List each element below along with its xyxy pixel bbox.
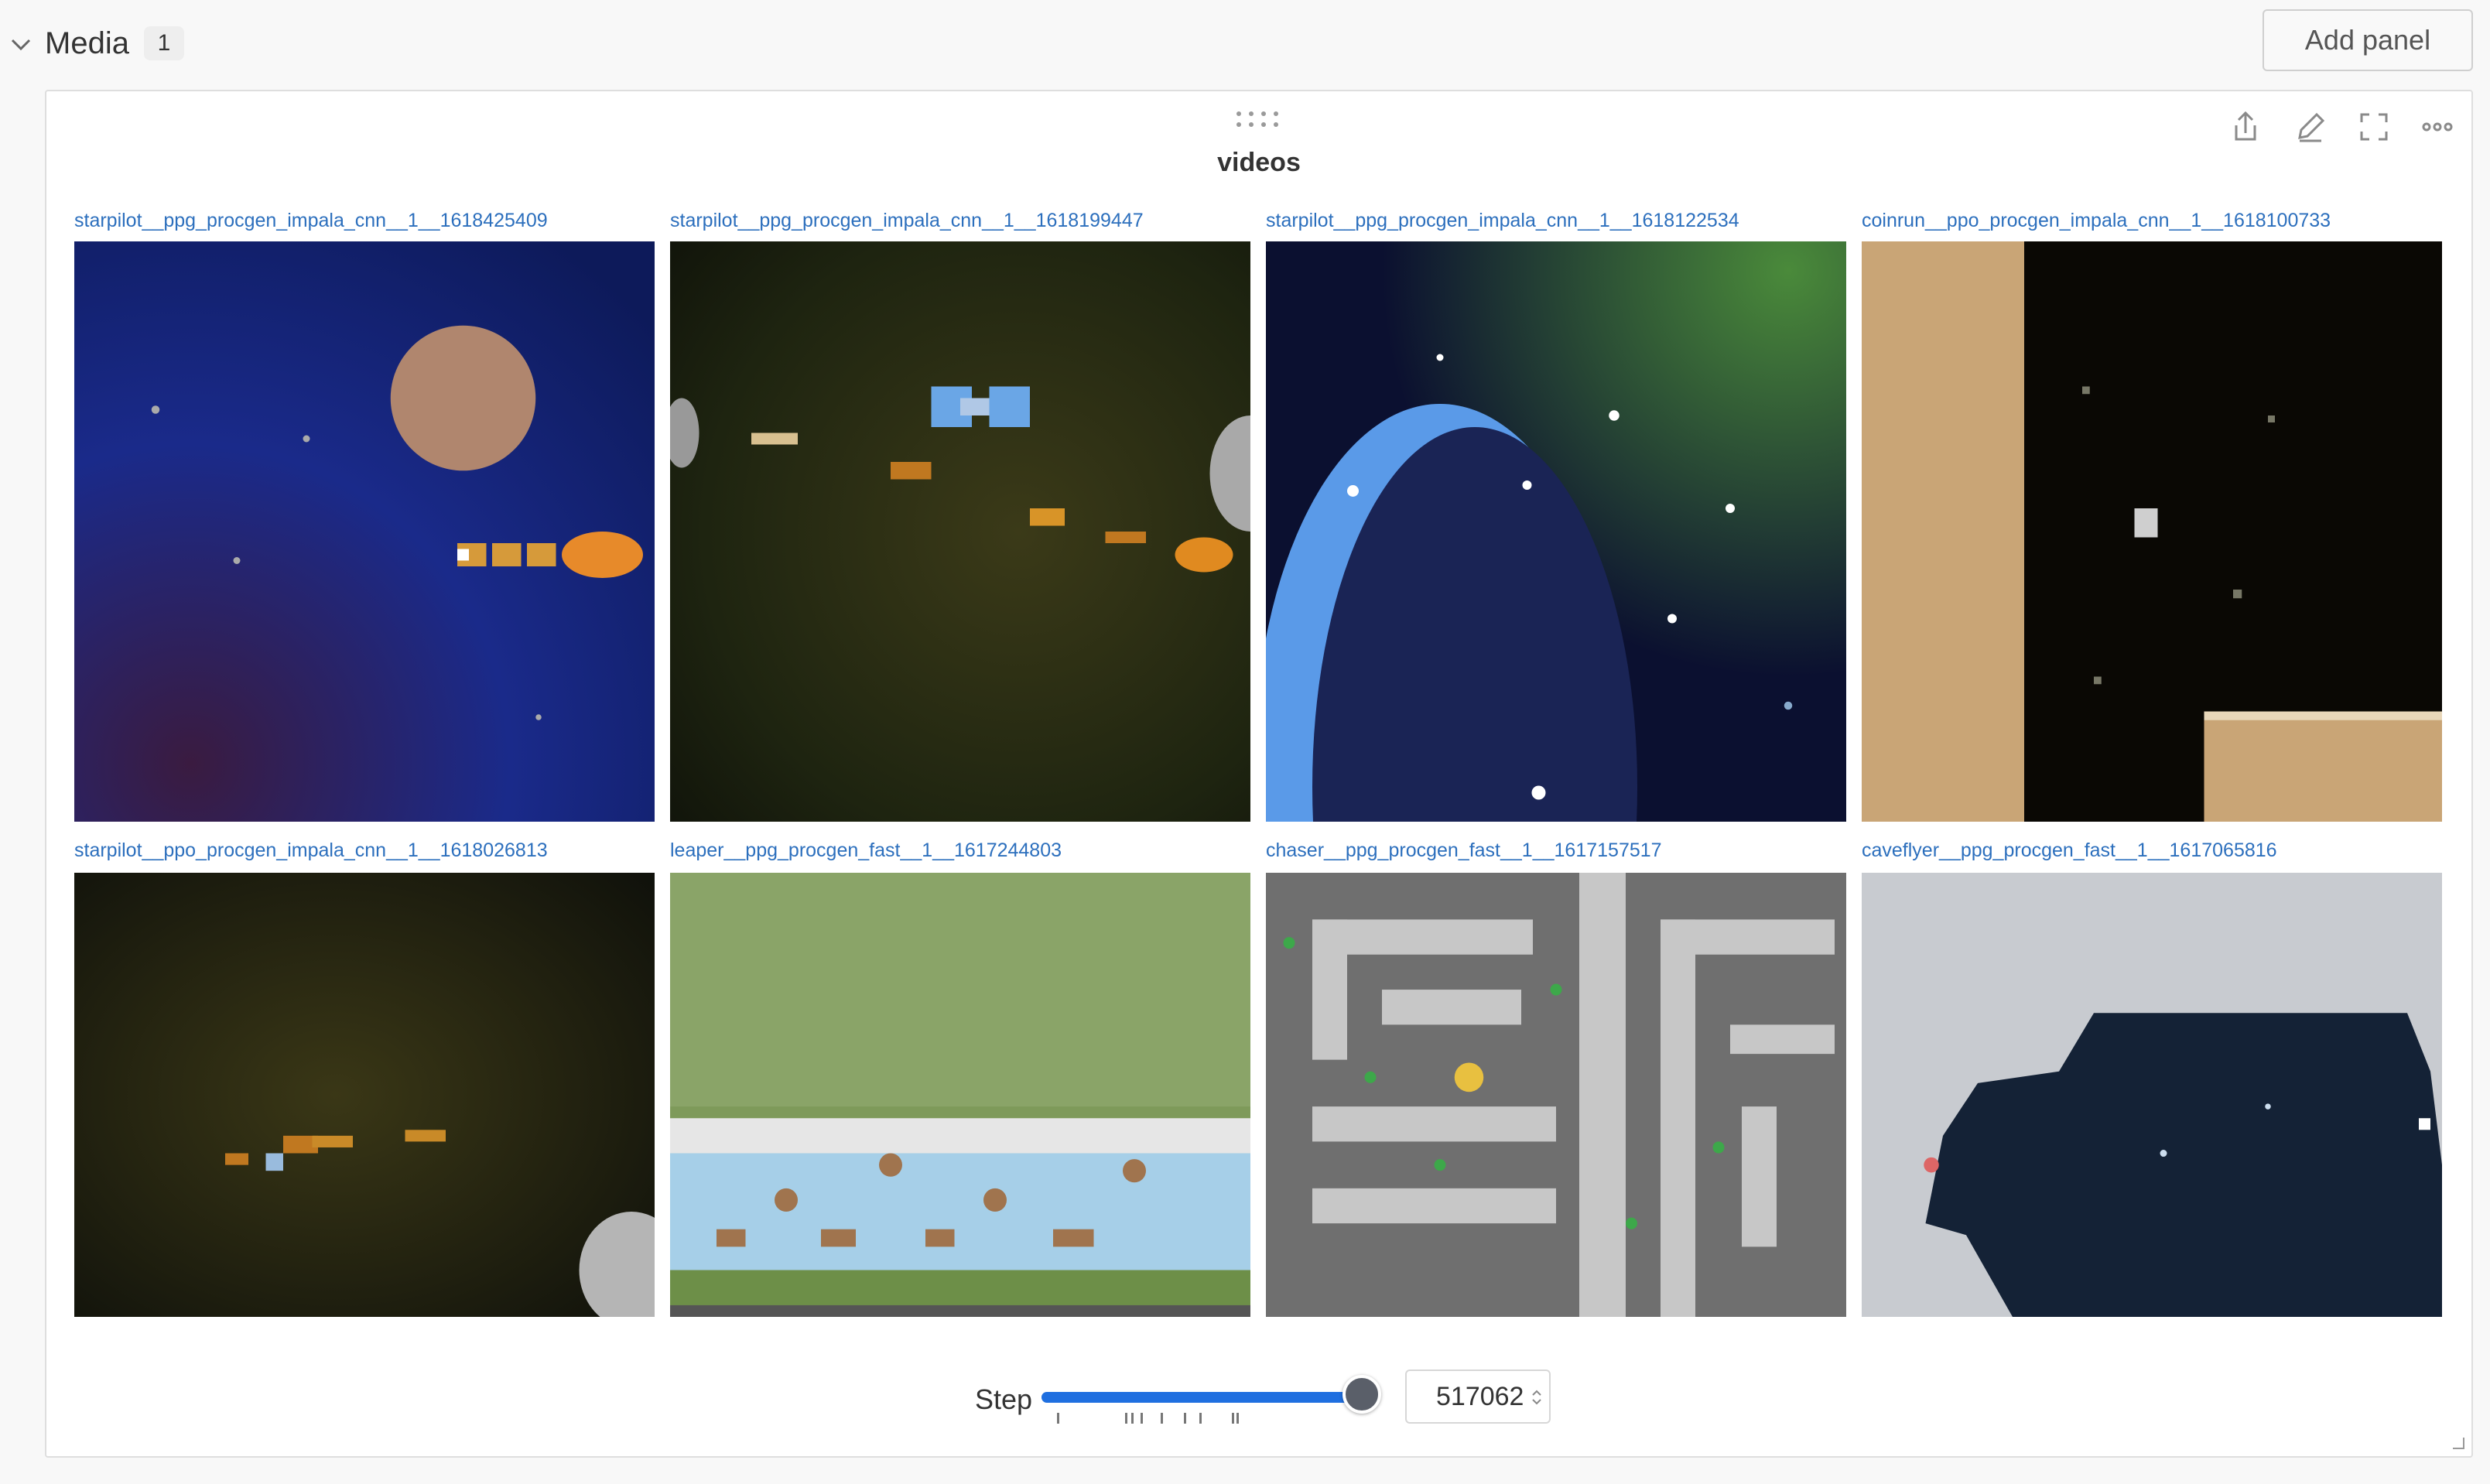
video-thumbnail[interactable] (1266, 241, 1846, 822)
resize-handle-icon[interactable] (2451, 1436, 2465, 1450)
step-tick (1141, 1413, 1143, 1424)
step-slider-thumb[interactable] (1342, 1375, 1381, 1414)
spinner-arrows-icon[interactable] (1531, 1387, 1543, 1408)
step-tick (1131, 1413, 1134, 1424)
step-label: Step (975, 1383, 1033, 1415)
add-panel-button[interactable]: Add panel (2263, 9, 2473, 71)
media-caption[interactable]: chaser__ppg_procgen_fast__1__1617157517 (1266, 839, 1662, 861)
video-thumbnail[interactable] (74, 873, 655, 1317)
video-thumbnail[interactable] (1862, 241, 2442, 822)
media-caption[interactable]: caveflyer__ppg_procgen_fast__1__16170658… (1862, 839, 2277, 861)
video-thumbnail[interactable] (670, 873, 1250, 1317)
panel-title: videos (1217, 148, 1301, 177)
step-tick (1125, 1413, 1127, 1424)
video-thumbnail[interactable] (670, 241, 1250, 822)
step-tick (1184, 1413, 1186, 1424)
media-panel: videos starpilot__ppg_procgen_impala_cnn… (45, 90, 2473, 1458)
step-input[interactable]: 517062 (1405, 1369, 1551, 1424)
media-caption[interactable]: starpilot__ppg_procgen_impala_cnn__1__16… (1266, 210, 1739, 231)
step-tick (1199, 1413, 1202, 1424)
section-header: Media 1 Add panel (0, 0, 2490, 87)
step-tick (1232, 1413, 1234, 1424)
video-thumbnail[interactable] (74, 241, 655, 822)
media-caption[interactable]: starpilot__ppg_procgen_impala_cnn__1__16… (670, 210, 1144, 231)
video-thumbnail[interactable] (1862, 873, 2442, 1317)
step-value: 517062 (1436, 1382, 1524, 1411)
media-caption[interactable]: starpilot__ppo_procgen_impala_cnn__1__16… (74, 839, 548, 861)
media-caption[interactable]: leaper__ppg_procgen_fast__1__1617244803 (670, 839, 1062, 861)
step-slider-fill (1041, 1392, 1362, 1403)
step-slider[interactable] (1041, 1375, 1381, 1414)
step-tick (1161, 1413, 1163, 1424)
edit-icon[interactable] (2286, 102, 2335, 152)
chevron-down-icon[interactable] (8, 31, 34, 57)
share-icon[interactable] (2221, 102, 2270, 152)
section-title[interactable]: Media (45, 26, 129, 60)
panel-count-badge: 1 (144, 26, 184, 60)
media-caption[interactable]: starpilot__ppg_procgen_impala_cnn__1__16… (74, 210, 548, 231)
fullscreen-icon[interactable] (2349, 102, 2399, 152)
step-tick (1236, 1413, 1239, 1424)
video-thumbnail[interactable] (1266, 873, 1846, 1317)
more-icon[interactable] (2413, 102, 2462, 152)
drag-handle-icon[interactable] (1235, 110, 1283, 128)
media-caption[interactable]: coinrun__ppo_procgen_impala_cnn__1__1618… (1862, 210, 2331, 231)
step-tick (1057, 1413, 1059, 1424)
